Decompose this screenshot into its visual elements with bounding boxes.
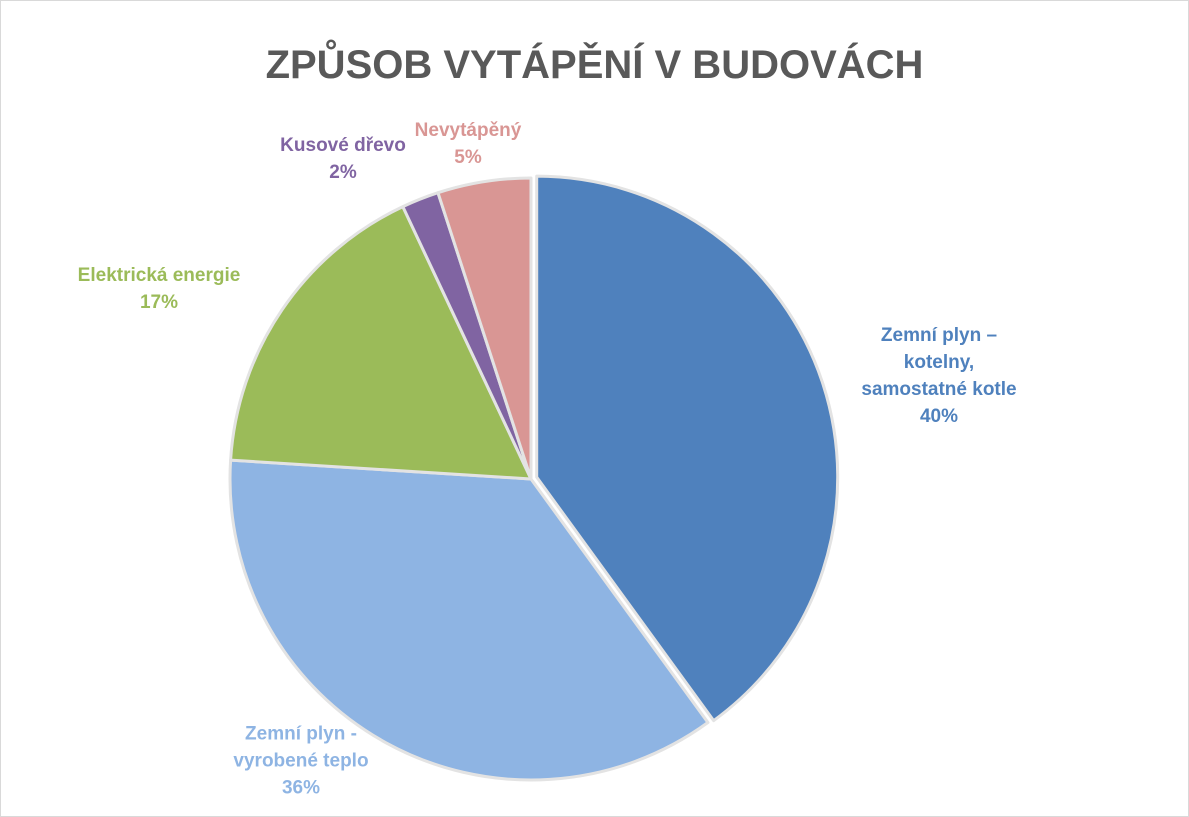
value-label: 36% bbox=[281, 777, 321, 799]
value-label: 2% bbox=[329, 162, 357, 183]
category-label: Zemní plyn – kotelny, samostatné kotle bbox=[861, 325, 1017, 400]
pie-slice bbox=[229, 205, 533, 481]
category-label: Zemní plyn - vyrobené teplo bbox=[233, 723, 369, 772]
pie-slice bbox=[228, 458, 710, 782]
value-label: 40% bbox=[919, 406, 959, 427]
data-label: Nevytápěný 5% bbox=[393, 117, 543, 171]
category-label: Nevytápěný bbox=[414, 120, 522, 141]
data-label: Kusové dřevo 2% bbox=[263, 132, 423, 186]
value-label: 5% bbox=[454, 147, 482, 168]
pie-slice bbox=[535, 174, 840, 723]
category-label: Kusové dřevo bbox=[280, 135, 406, 156]
chart-title: ZPŮSOB VYTÁPĚNÍ V BUDOVÁCH bbox=[265, 43, 924, 87]
value-label: 17% bbox=[139, 292, 179, 313]
pie-slice bbox=[436, 176, 533, 481]
data-label: Elektrická energie 17% bbox=[44, 262, 274, 316]
category-label: Elektrická energie bbox=[77, 265, 241, 286]
data-label: Zemní plyn – kotelny, samostatné kotle 40… bbox=[852, 322, 1027, 430]
data-label: Zemní plyn - vyrobené teplo 36% bbox=[221, 721, 381, 802]
